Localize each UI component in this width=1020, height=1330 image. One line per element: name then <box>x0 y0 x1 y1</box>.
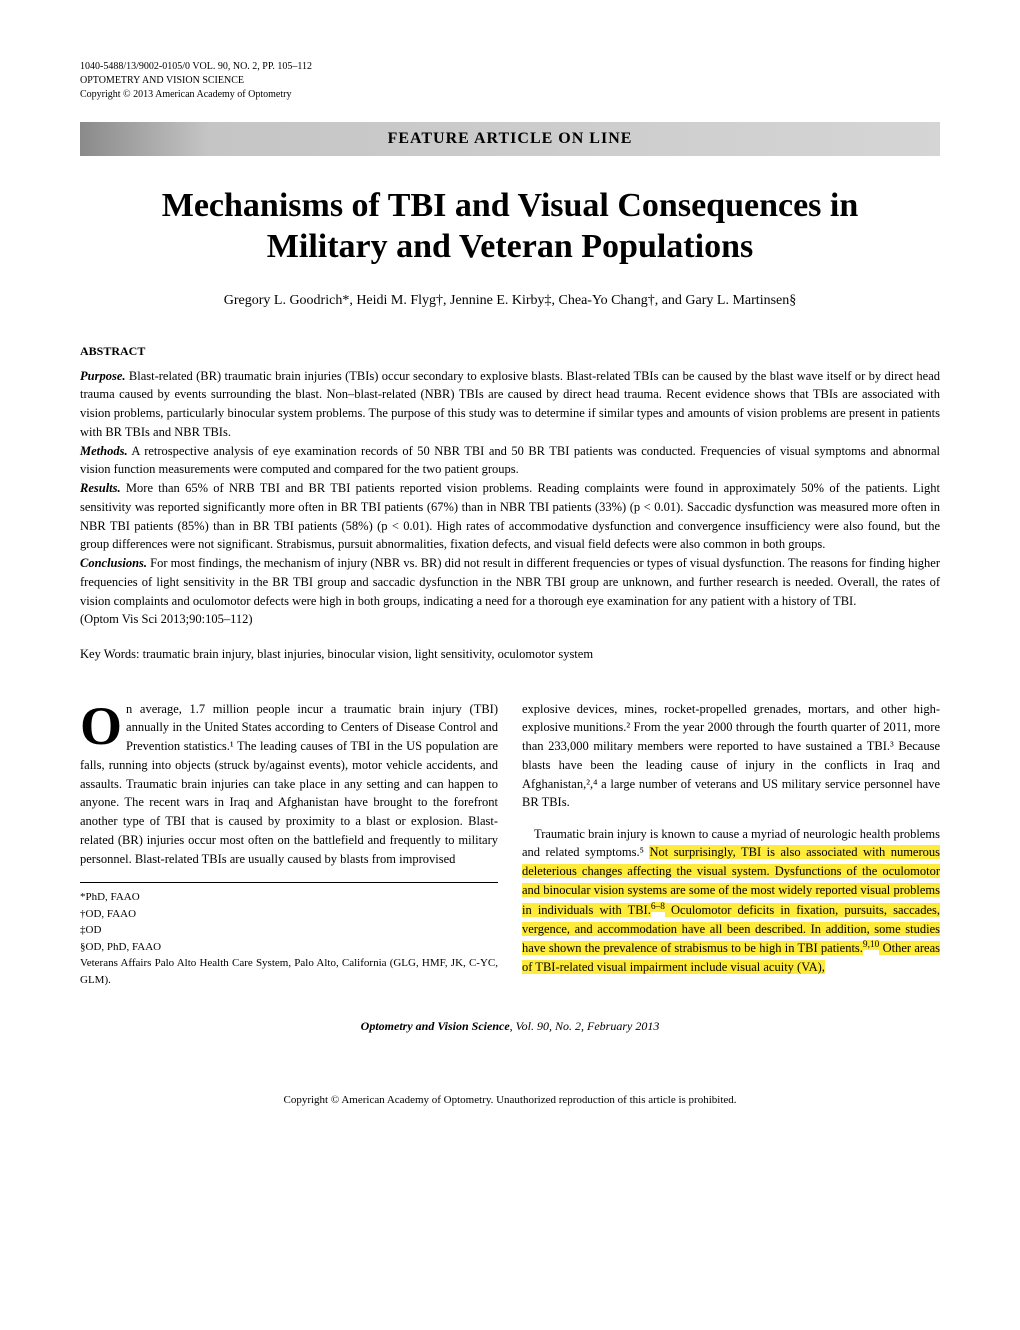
feature-banner: FEATURE ARTICLE ON LINE <box>80 122 940 156</box>
purpose-label: Purpose. <box>80 369 126 383</box>
header-line-2: OPTOMETRY AND VISION SCIENCE <box>80 74 940 88</box>
results-text: More than 65% of NRB TBI and BR TBI pati… <box>80 481 940 551</box>
keywords-label: Key Words: <box>80 647 143 661</box>
article-title: Mechanisms of TBI and Visual Consequence… <box>120 186 900 268</box>
journal-header: 1040-5488/13/9002-0105/0 VOL. 90, NO. 2,… <box>80 60 940 102</box>
body-paragraph-1: On average, 1.7 million people incur a t… <box>80 700 498 869</box>
page-footer: Optometry and Vision Science, Vol. 90, N… <box>80 1019 940 1034</box>
dropcap: O <box>80 700 126 750</box>
copyright-notice: Copyright © American Academy of Optometr… <box>80 1094 940 1106</box>
header-line-3: Copyright © 2013 American Academy of Opt… <box>80 88 940 102</box>
keywords-line: Key Words: traumatic brain injury, blast… <box>80 647 940 662</box>
conclusions-label: Conclusions. <box>80 556 147 570</box>
keywords-text: traumatic brain injury, blast injuries, … <box>143 647 593 661</box>
conclusions-text: For most findings, the mechanism of inju… <box>80 556 940 608</box>
author-footnotes: *PhD, FAAO †OD, FAAO ‡OD §OD, PhD, FAAO … <box>80 882 498 988</box>
column-left: On average, 1.7 million people incur a t… <box>80 687 498 989</box>
footnote-4: §OD, PhD, FAAO <box>80 939 498 956</box>
superscript-2: 9,10 <box>863 940 879 950</box>
methods-label: Methods. <box>80 444 128 458</box>
footnote-5: Veterans Affairs Palo Alto Health Care S… <box>80 955 498 988</box>
abstract-body: Purpose. Blast-related (BR) traumatic br… <box>80 367 940 630</box>
body-columns: On average, 1.7 million people incur a t… <box>80 687 940 989</box>
author-list: Gregory L. Goodrich*, Heidi M. Flyg†, Je… <box>80 293 940 309</box>
abstract-heading: ABSTRACT <box>80 344 940 359</box>
body-paragraph-3: Traumatic brain injury is known to cause… <box>522 825 940 977</box>
footnote-2: †OD, FAAO <box>80 906 498 923</box>
superscript-1: 6–8 <box>651 902 665 912</box>
column-right: explosive devices, mines, rocket-propell… <box>522 687 940 989</box>
footer-issue: , Vol. 90, No. 2, February 2013 <box>510 1019 660 1033</box>
footnote-1: *PhD, FAAO <box>80 889 498 906</box>
results-label: Results. <box>80 481 121 495</box>
purpose-text: Blast-related (BR) traumatic brain injur… <box>80 369 940 439</box>
abstract-citation: (Optom Vis Sci 2013;90:105–112) <box>80 612 253 626</box>
header-line-1: 1040-5488/13/9002-0105/0 VOL. 90, NO. 2,… <box>80 60 940 74</box>
body-paragraph-2: explosive devices, mines, rocket-propell… <box>522 700 940 813</box>
footnote-3: ‡OD <box>80 922 498 939</box>
methods-text: A retrospective analysis of eye examinat… <box>80 444 940 477</box>
footer-journal: Optometry and Vision Science <box>361 1019 510 1033</box>
col1-text: n average, 1.7 million people incur a tr… <box>80 702 498 866</box>
